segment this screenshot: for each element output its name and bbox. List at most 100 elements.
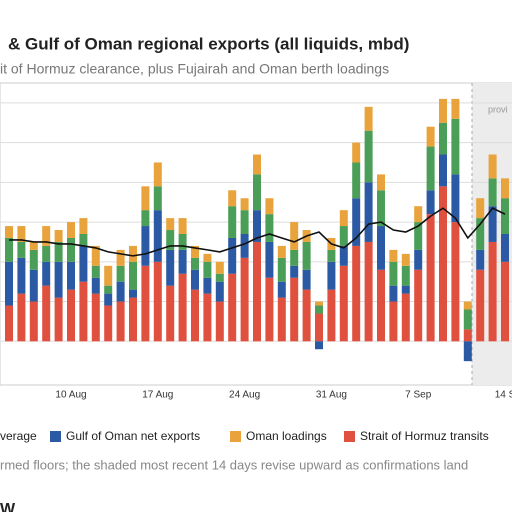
bar-segment bbox=[129, 297, 137, 342]
bar-segment bbox=[414, 206, 423, 223]
bar-segment bbox=[290, 249, 299, 266]
bar-segment bbox=[104, 265, 113, 286]
shade-label: provi bbox=[488, 104, 508, 114]
x-tick-label: 10 Aug bbox=[55, 390, 86, 401]
bar-segment bbox=[414, 249, 423, 270]
bar-segment bbox=[290, 222, 299, 250]
bar-segment bbox=[488, 241, 497, 342]
bar-segment bbox=[401, 285, 410, 294]
legend-swatch bbox=[230, 431, 241, 442]
bar-segment bbox=[463, 309, 472, 330]
bar-segment bbox=[426, 126, 435, 147]
bar-segment bbox=[5, 237, 13, 262]
bar-segment bbox=[104, 305, 113, 342]
bar-segment bbox=[315, 341, 323, 350]
bar-segment bbox=[17, 226, 26, 242]
bar-segment bbox=[352, 245, 361, 342]
bar-segment bbox=[488, 154, 497, 179]
bar-segment bbox=[451, 98, 460, 119]
bar-segment bbox=[141, 186, 150, 211]
bar-segment bbox=[426, 190, 435, 215]
bar-segment bbox=[29, 269, 38, 302]
bar-segment bbox=[104, 293, 113, 306]
bar-segment bbox=[352, 162, 361, 199]
bar-segment bbox=[240, 234, 249, 258]
bar-segment bbox=[116, 301, 125, 342]
bar-segment bbox=[228, 190, 237, 207]
bar-segment bbox=[290, 265, 299, 278]
bar-segment bbox=[54, 241, 63, 262]
bar-segment bbox=[277, 297, 286, 342]
bar-segment bbox=[439, 98, 447, 123]
bar-segment bbox=[67, 261, 75, 290]
bar-segment bbox=[463, 341, 472, 362]
chart-subtitle: it of Hormuz clearance, plus Fujairah an… bbox=[0, 61, 389, 77]
bar-segment bbox=[401, 293, 410, 342]
bar-segment bbox=[488, 206, 497, 242]
bar-segment bbox=[339, 265, 348, 342]
bar-segment bbox=[352, 142, 361, 163]
bar-segment bbox=[178, 234, 187, 250]
bar-segment bbox=[215, 281, 224, 302]
bar-segment bbox=[377, 190, 385, 227]
bar-segment bbox=[54, 230, 63, 242]
bar-segment bbox=[153, 210, 162, 262]
bar-segment bbox=[228, 273, 237, 342]
bar-segment bbox=[116, 281, 125, 302]
footnote: rmed floors; the shaded most recent 14 d… bbox=[0, 457, 468, 472]
bar-segment bbox=[166, 230, 175, 250]
bar-segment bbox=[153, 162, 162, 187]
bar-segment bbox=[29, 249, 38, 270]
x-tick-label: 24 Aug bbox=[229, 390, 260, 401]
legend-swatch bbox=[50, 431, 61, 442]
bar-segment bbox=[377, 174, 385, 191]
bar-segment bbox=[79, 281, 88, 342]
bar-segment bbox=[302, 269, 311, 290]
bar-segment bbox=[116, 249, 125, 266]
bar-segment bbox=[79, 234, 88, 246]
bar-segment bbox=[389, 285, 398, 302]
bar-segment bbox=[203, 293, 212, 342]
bar-segment bbox=[215, 301, 224, 342]
legend-label: Strait of Hormuz transits bbox=[360, 429, 489, 443]
bar-segment bbox=[178, 249, 187, 274]
bar-segment bbox=[501, 198, 509, 234]
bar-segment bbox=[265, 198, 274, 215]
bar-segment bbox=[67, 237, 75, 262]
bar-segment bbox=[265, 214, 274, 242]
bar-segment bbox=[54, 261, 63, 298]
bar-segment bbox=[488, 178, 497, 207]
bar-segment bbox=[240, 198, 249, 211]
bar-segment bbox=[91, 245, 100, 266]
bar-segment bbox=[17, 241, 26, 258]
bar-segment bbox=[203, 277, 212, 294]
bar-segment bbox=[302, 241, 311, 270]
bar-segment bbox=[166, 249, 175, 286]
bar-segment bbox=[253, 210, 261, 242]
bar-segment bbox=[327, 289, 336, 342]
bar-segment bbox=[215, 261, 224, 274]
bar-segment bbox=[439, 122, 447, 155]
bar-segment bbox=[451, 222, 460, 342]
bar-segment bbox=[364, 241, 373, 342]
x-tick-label: 7 Sep bbox=[405, 390, 432, 401]
bar-segment bbox=[327, 249, 336, 262]
bar-segment bbox=[17, 257, 26, 294]
bar-segment bbox=[364, 106, 373, 131]
bar-segment bbox=[42, 261, 51, 286]
bar-segment bbox=[91, 293, 100, 342]
bar-segment bbox=[414, 269, 423, 342]
bar-segment bbox=[153, 261, 162, 342]
bar-segment bbox=[277, 245, 286, 258]
bar-segment bbox=[29, 301, 38, 342]
average-line bbox=[9, 207, 506, 257]
bar-segment bbox=[377, 226, 385, 270]
bar-segment bbox=[476, 269, 485, 342]
bar-segment bbox=[501, 261, 509, 342]
bar-segment bbox=[5, 261, 13, 306]
bar-segment bbox=[191, 245, 199, 258]
bar-segment bbox=[116, 265, 125, 282]
bar-segment bbox=[166, 218, 175, 231]
bar-segment bbox=[389, 261, 398, 286]
bar-segment bbox=[463, 329, 472, 342]
